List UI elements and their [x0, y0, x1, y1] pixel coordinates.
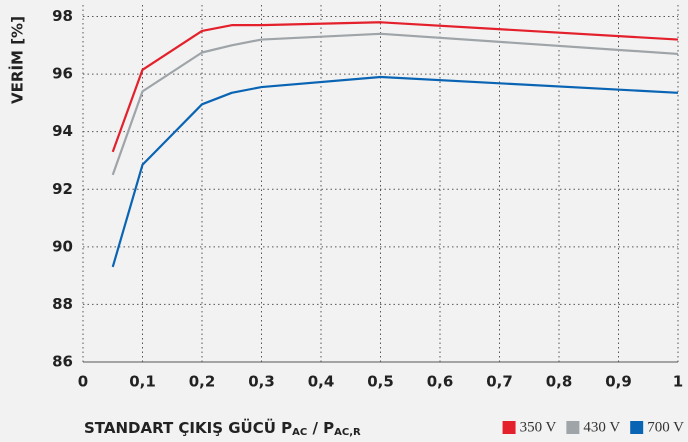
y-tick-label: 92: [52, 180, 73, 198]
y-tick-label: 90: [52, 237, 73, 255]
x-axis-label-part: / P: [307, 419, 334, 437]
x-tick-label: 0,1: [129, 373, 156, 391]
x-tick-label: 0,4: [308, 373, 335, 391]
x-tick-label: 0,8: [546, 373, 573, 391]
x-tick-label: 0,2: [189, 373, 216, 391]
x-tick-label: 0,5: [367, 373, 394, 391]
legend-label: 350 V: [520, 419, 557, 435]
y-tick-label: 88: [52, 295, 73, 313]
y-tick-label: 98: [52, 7, 73, 25]
x-tick-label: 0: [78, 373, 88, 391]
line-series: [111, 75, 679, 268]
legend-swatch: [566, 421, 580, 434]
legend-label: 430 V: [583, 419, 620, 435]
x-axis-label: STANDART ÇIKIŞ GÜCÜ PAC / PAC,R: [84, 418, 361, 439]
x-tick-label: 0,3: [248, 373, 275, 391]
y-tick-label: 94: [52, 122, 73, 140]
x-tick-label: 0,6: [427, 373, 454, 391]
line-series: [111, 32, 679, 176]
y-tick-label: 96: [52, 65, 73, 83]
x-tick-label: 1: [673, 373, 683, 391]
y-axis-label: VERİM [%]: [8, 16, 27, 104]
x-tick-label: 0,9: [605, 373, 632, 391]
legend-label: 700 V: [647, 419, 684, 435]
line-series: [111, 21, 679, 153]
legend-swatch: [630, 421, 644, 434]
x-tick-label: 0,7: [486, 373, 513, 391]
y-tick-label: 86: [52, 353, 73, 371]
legend-swatch: [502, 421, 516, 434]
x-axis-label-part: AC,R: [334, 427, 361, 438]
x-axis-label-part: STANDART ÇIKIŞ GÜCÜ P: [84, 418, 292, 437]
x-axis-label-part: AC: [292, 427, 307, 438]
